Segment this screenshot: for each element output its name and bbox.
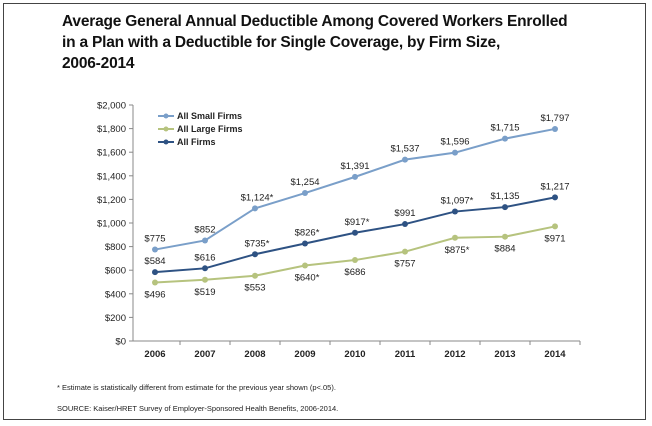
y-tick-label: $800 — [105, 242, 126, 253]
data-labels: $775 $852 $1,124* $1,254 $1,391 $1,537 $1,596 $… — [144, 113, 569, 301]
x-tick-label: 2006 — [144, 349, 165, 360]
y-tick-label: $1,000 — [97, 219, 126, 230]
data-label: $1,596 — [440, 137, 469, 148]
legend-label: All Small Firms — [177, 111, 242, 121]
x-tick-label: 2014 — [544, 349, 566, 360]
series-lines — [152, 125, 558, 286]
chart-title: Average General Annual Deductible Among … — [62, 11, 622, 74]
data-label: $1,124* — [241, 192, 274, 203]
data-label: $884 — [494, 244, 515, 255]
data-label: $1,537 — [390, 144, 419, 155]
legend-label: All Large Firms — [177, 124, 243, 134]
data-point — [352, 257, 358, 264]
data-label: $1,715 — [490, 123, 519, 134]
chart-title-line-2: in a Plan with a Deductible for Single C… — [62, 34, 501, 51]
data-point — [202, 265, 208, 272]
y-tick-label: $1,400 — [97, 171, 126, 182]
data-label: $1,135 — [490, 191, 519, 202]
data-label: $1,797 — [540, 113, 569, 124]
y-tick-label: $2,000 — [97, 101, 126, 112]
data-label: $686 — [344, 267, 365, 278]
data-label: $1,097* — [441, 196, 474, 207]
data-label: $826* — [295, 228, 320, 239]
data-point — [252, 272, 258, 279]
legend-swatch-marker — [163, 113, 169, 119]
data-label: $640* — [295, 272, 320, 283]
data-label: $991 — [394, 208, 415, 219]
data-point — [352, 173, 358, 180]
data-label: $775 — [144, 234, 165, 245]
x-tick-label: 2009 — [294, 349, 315, 360]
axes: $0 $200 $400 $600 $800 $1,000 $1,200 $1,400 $1,6… — [97, 101, 581, 360]
data-point — [452, 208, 458, 215]
data-label: $1,254 — [290, 177, 319, 188]
data-point — [502, 204, 508, 211]
legend: All Small Firms All Large Firms All Firms — [158, 111, 243, 147]
x-tick-label: 2012 — [444, 349, 465, 360]
x-tick-label: 2007 — [194, 349, 215, 360]
legend-label: All Firms — [177, 137, 216, 147]
data-point — [302, 262, 308, 269]
data-label: $496 — [144, 289, 165, 300]
y-tick-label: $1,600 — [97, 148, 126, 159]
data-point — [402, 221, 408, 228]
data-label: $875* — [445, 245, 470, 256]
legend-swatch-marker — [163, 126, 169, 132]
data-label: $553 — [244, 283, 265, 294]
data-point — [202, 276, 208, 283]
data-point — [452, 149, 458, 156]
data-point — [202, 237, 208, 244]
data-label: $1,391 — [340, 161, 369, 172]
data-label: $917* — [345, 217, 370, 228]
x-tick-label: 2011 — [395, 349, 416, 360]
y-tick-label: $600 — [105, 266, 126, 277]
y-tick-label: $1,200 — [97, 195, 126, 206]
data-point — [452, 234, 458, 241]
data-point — [302, 190, 308, 197]
data-point — [402, 156, 408, 163]
data-label: $735* — [245, 238, 270, 249]
data-point — [252, 251, 258, 258]
legend-swatch-marker — [163, 139, 169, 145]
data-point — [152, 279, 158, 286]
x-tick-label: 2008 — [244, 349, 265, 360]
y-tick-label: $1,800 — [97, 124, 126, 135]
data-point — [152, 269, 158, 276]
y-tick-label: $200 — [105, 313, 126, 324]
data-point — [552, 194, 558, 201]
data-label: $1,217 — [540, 181, 569, 192]
data-label: $971 — [544, 233, 565, 244]
chart-frame — [3, 3, 646, 420]
footnote: * Estimate is statistically different fr… — [57, 383, 336, 392]
data-label: $852 — [194, 224, 215, 235]
data-point — [402, 248, 408, 255]
data-point — [302, 240, 308, 247]
chart-title-line-3: 2006-2014 — [62, 55, 135, 72]
data-point — [502, 135, 508, 142]
x-tick-label: 2010 — [344, 349, 365, 360]
y-tick-label: $0 — [115, 337, 126, 348]
y-tick-label: $400 — [105, 289, 126, 300]
data-label: $519 — [194, 287, 215, 298]
data-point — [252, 205, 258, 212]
data-point — [552, 223, 558, 230]
data-label: $616 — [194, 252, 215, 263]
data-point — [152, 246, 158, 253]
data-label: $757 — [394, 259, 415, 270]
data-point — [352, 229, 358, 236]
source-note: SOURCE: Kaiser/HRET Survey of Employer-S… — [57, 404, 339, 413]
data-point — [502, 233, 508, 240]
data-label: $584 — [144, 256, 165, 267]
x-tick-label: 2013 — [494, 349, 515, 360]
chart-title-line-1: Average General Annual Deductible Among … — [62, 13, 568, 30]
data-point — [552, 125, 558, 132]
